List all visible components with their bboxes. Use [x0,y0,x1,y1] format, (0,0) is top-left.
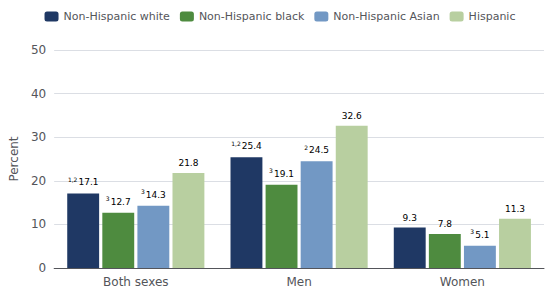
svg-text:Percent: Percent [7,136,21,181]
svg-text:30: 30 [31,130,46,144]
svg-text:Non-Hispanic Asian: Non-Hispanic Asian [333,10,439,23]
svg-text:32.6: 32.6 [342,111,362,121]
svg-text:11.3: 11.3 [505,204,525,214]
svg-text:5.1: 5.1 [475,230,489,240]
svg-text:20: 20 [31,174,46,188]
svg-text:1,2: 1,2 [231,140,241,147]
svg-text:14.3: 14.3 [146,190,166,200]
svg-text:19.1: 19.1 [274,169,294,179]
svg-text:7.8: 7.8 [438,219,453,229]
svg-text:Non-Hispanic black: Non-Hispanic black [199,10,305,23]
svg-text:9.3: 9.3 [403,213,417,223]
svg-text:40: 40 [31,87,46,101]
svg-text:3: 3 [269,167,273,174]
svg-text:0: 0 [39,261,47,275]
svg-text:Women: Women [440,275,485,289]
svg-text:12.7: 12.7 [111,197,131,207]
svg-text:25.4: 25.4 [242,141,262,151]
svg-text:21.8: 21.8 [178,158,198,168]
svg-text:3: 3 [470,228,474,235]
svg-text:3: 3 [106,195,110,202]
svg-text:Both sexes: Both sexes [103,275,169,289]
svg-text:24.5: 24.5 [309,145,329,155]
svg-text:2: 2 [304,144,308,151]
svg-text:17.1: 17.1 [78,177,98,187]
svg-text:3: 3 [141,188,145,195]
svg-text:10: 10 [31,217,46,231]
svg-text:Hispanic: Hispanic [469,10,516,23]
svg-text:Men: Men [286,275,311,289]
svg-text:1,2: 1,2 [68,176,78,183]
svg-text:50: 50 [31,43,46,57]
svg-text:Non-Hispanic white: Non-Hispanic white [64,10,171,23]
